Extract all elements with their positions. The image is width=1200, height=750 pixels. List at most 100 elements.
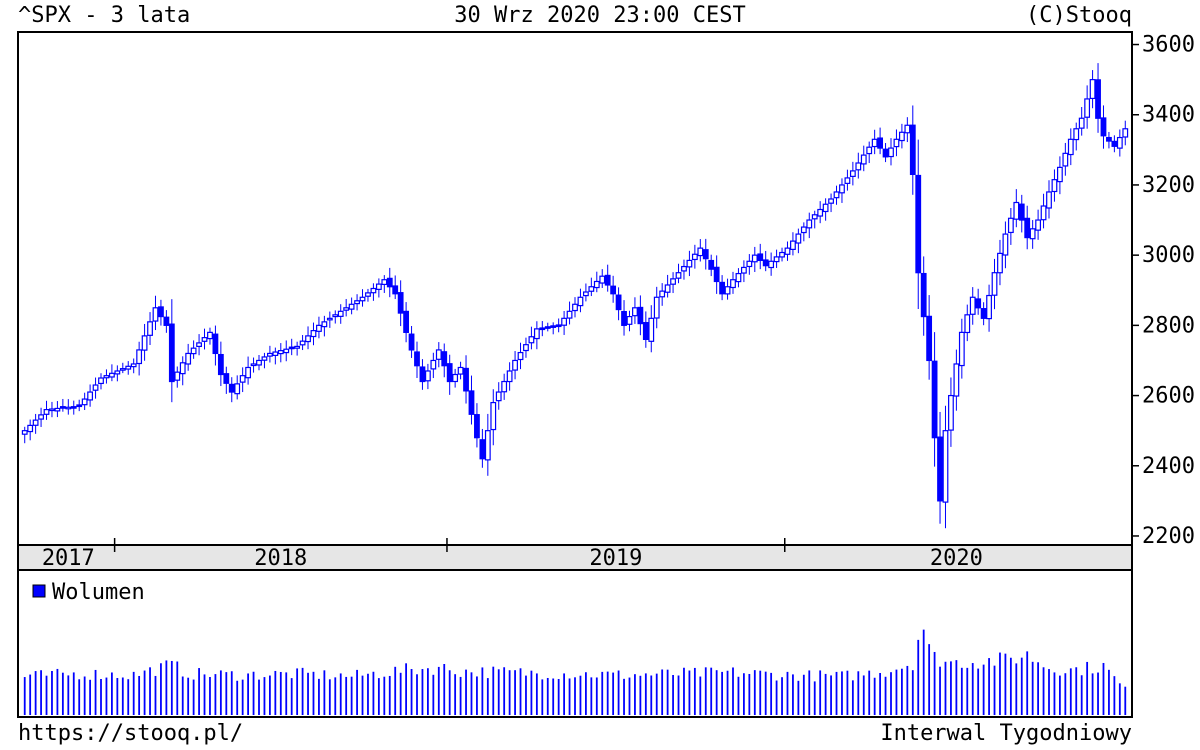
candle-up — [277, 350, 284, 355]
candle-up — [424, 370, 431, 382]
candle-up — [452, 373, 459, 383]
candle-up — [266, 352, 273, 357]
candle-up — [108, 372, 115, 378]
candle-down — [158, 306, 164, 318]
candle-down — [403, 310, 410, 333]
candle-up — [599, 275, 606, 284]
candle-up — [1040, 205, 1047, 221]
y-tick-label: 2600 — [1142, 384, 1195, 409]
candle-up — [92, 384, 99, 391]
candle-down — [610, 285, 617, 295]
candle-up — [381, 279, 388, 286]
candle-up — [566, 310, 573, 319]
candle-up — [1084, 98, 1091, 118]
candle-up — [1056, 166, 1063, 183]
candle-up — [849, 170, 856, 177]
candle-up — [179, 362, 186, 375]
candle-up — [1035, 219, 1042, 231]
candle-up — [234, 383, 241, 395]
volume-legend-swatch — [32, 584, 46, 598]
candle-up — [1013, 201, 1020, 220]
candle-down — [392, 285, 399, 295]
year-label: 2017 — [42, 546, 95, 571]
candle-down — [223, 373, 230, 384]
candle-down — [1100, 117, 1107, 137]
candle-up — [942, 430, 949, 503]
candle-up — [860, 154, 867, 165]
candle-up — [822, 203, 829, 213]
candle-up — [533, 328, 540, 340]
candle-up — [1007, 217, 1014, 234]
candle-up — [681, 265, 687, 272]
candle-down — [1018, 203, 1025, 221]
candle-up — [626, 315, 633, 325]
candle-up — [490, 401, 497, 431]
candle-up — [768, 260, 775, 269]
candle-up — [375, 283, 382, 290]
candle-up — [305, 335, 311, 343]
candle-down — [621, 311, 627, 326]
candle-down — [217, 353, 224, 376]
candle-up — [54, 407, 61, 412]
candle-down — [408, 333, 415, 351]
candle-up — [724, 286, 731, 295]
candle-up — [125, 365, 132, 370]
candle-up — [1089, 79, 1096, 100]
candle-up — [326, 317, 333, 321]
candle-down — [419, 366, 426, 383]
candle-up — [310, 330, 317, 338]
candle-up — [38, 414, 44, 420]
y-tick-label: 3200 — [1142, 173, 1195, 198]
candle-down — [702, 249, 709, 260]
price-candles — [21, 63, 1129, 529]
candle-up — [495, 391, 502, 402]
candle-up — [588, 286, 595, 292]
candle-up — [1122, 128, 1129, 138]
candle-down — [937, 436, 943, 502]
candle-up — [190, 347, 197, 355]
candle-up — [675, 272, 682, 279]
candle-down — [539, 327, 546, 331]
candle-down — [877, 137, 884, 149]
candle-up — [1062, 152, 1069, 167]
candle-up — [1046, 191, 1052, 209]
candle-up — [593, 280, 600, 289]
candle-up — [997, 252, 1003, 274]
candle-down — [59, 406, 66, 409]
candle-down — [446, 363, 453, 383]
candle-down — [228, 383, 235, 393]
price-axis: 2200 2400 2600 2800 3000 3200 3400 3600 — [1132, 33, 1195, 549]
candle-up — [779, 251, 785, 258]
year-label: 2018 — [254, 546, 307, 571]
candle-down — [76, 404, 83, 408]
candle-up — [316, 324, 322, 332]
candle-down — [615, 294, 622, 311]
candle-up — [664, 284, 671, 293]
candle-up — [250, 363, 257, 367]
candle-down — [544, 326, 551, 329]
candle-down — [604, 274, 611, 286]
source-url[interactable]: https://stooq.pl/ — [18, 721, 244, 746]
candle-down — [719, 281, 726, 295]
candle-up — [1073, 128, 1080, 141]
candle-up — [648, 317, 655, 342]
candle-up — [81, 398, 88, 406]
candle-up — [32, 419, 39, 426]
candle-down — [926, 315, 933, 362]
candle-up — [21, 430, 28, 435]
candle-up — [686, 259, 693, 268]
copyright-label: (C)Stooq — [1026, 3, 1132, 28]
candle-up — [969, 296, 976, 315]
candle-up — [790, 240, 796, 250]
candle-down — [1024, 217, 1031, 239]
candle-down — [414, 351, 420, 367]
candle-up — [512, 359, 518, 371]
main-panel: 2200 2400 2600 2800 3000 3200 3400 3600 — [17, 31, 1195, 549]
candle-down — [975, 298, 982, 309]
candle-up — [517, 351, 524, 361]
candle-down — [708, 259, 715, 270]
candle-up — [740, 266, 747, 274]
candle-up — [888, 147, 894, 158]
candle-down — [762, 259, 769, 267]
candle-up — [343, 307, 350, 311]
